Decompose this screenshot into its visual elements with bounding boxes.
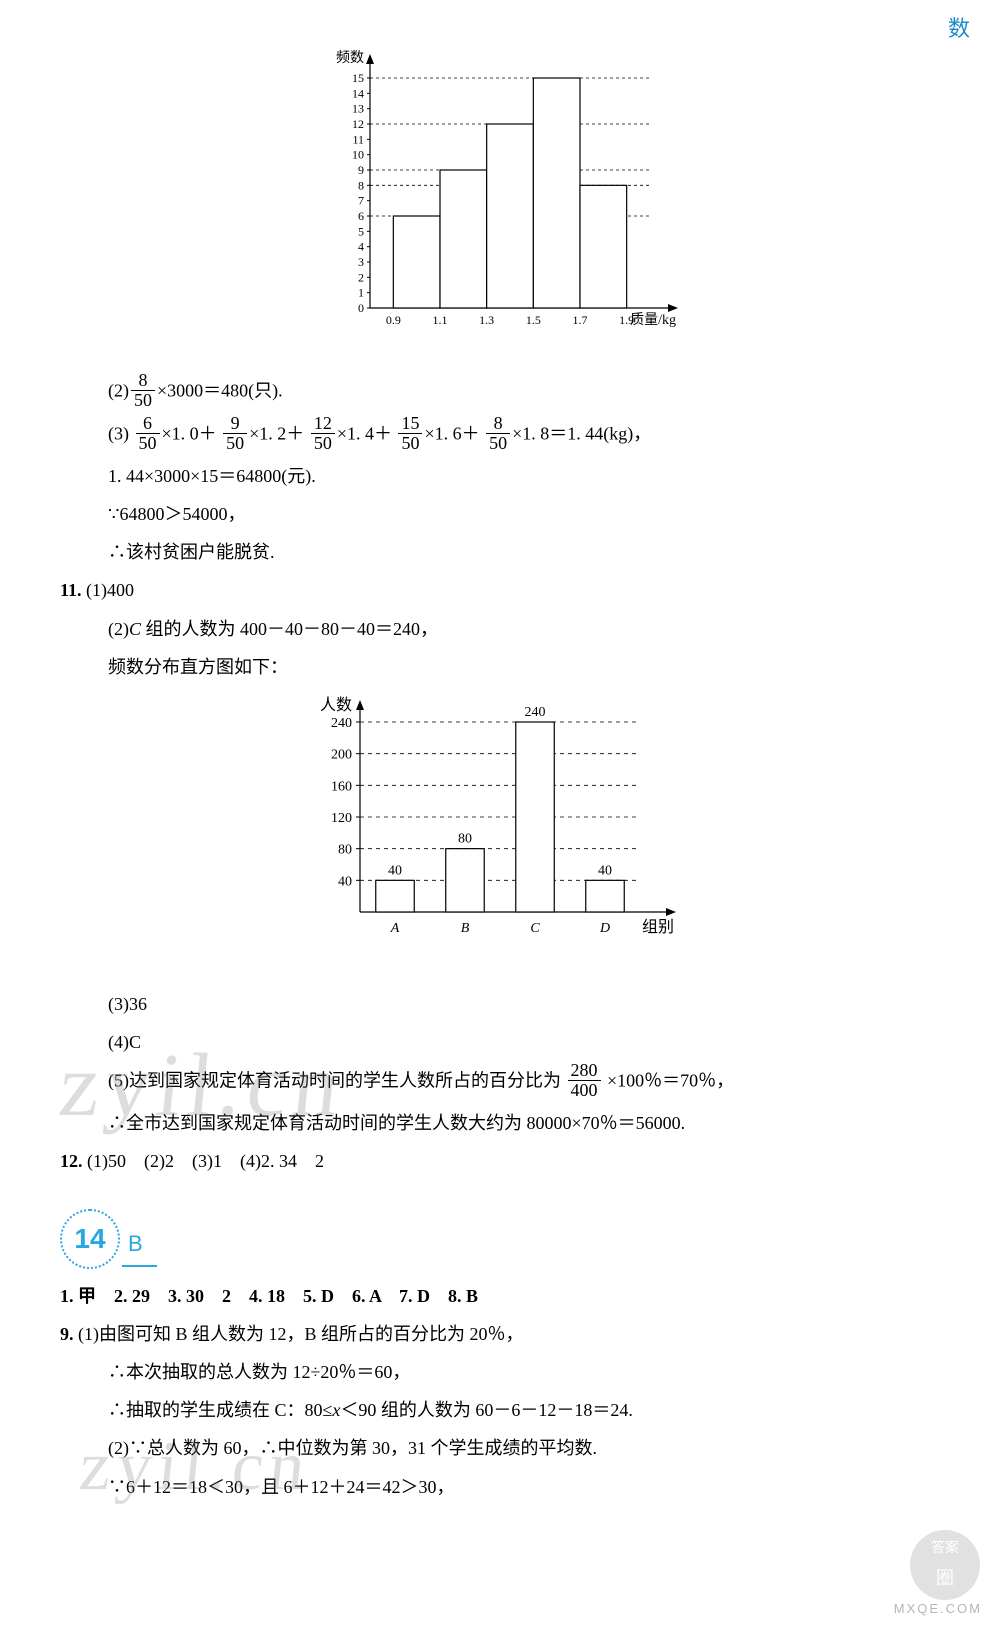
q12: 12. (1)50 (2)2 (3)1 (4)2. 34 2 [60,1144,940,1178]
text: ×1. 6＋ [424,423,479,443]
q-number: 12. [60,1151,83,1171]
svg-text:5: 5 [358,224,364,238]
svg-text:9: 9 [358,163,364,177]
chart1-svg: 01234567891011121314150.91.11.31.51.71.9… [320,48,680,348]
text: ∴抽取的学生成绩在 C：80≤ [108,1400,332,1420]
text: (5)达到国家规定体育活动时间的学生人数所占的百分比为 [108,1071,561,1091]
svg-text:40: 40 [338,874,352,889]
svg-text:40: 40 [388,863,402,878]
q11-part5-line1: (5)达到国家规定体育活动时间的学生人数所占的百分比为 280400 ×100％… [60,1063,940,1102]
q11-part1: (1)400 [86,580,134,600]
text: ×1. 8＝1. 44(kg)， [512,423,651,443]
q12-body: (1)50 (2)2 (3)1 (4)2. 34 2 [87,1151,324,1171]
svg-text:13: 13 [352,102,364,116]
q10-part3-line4: ∴该村贫困户能脱贫. [60,535,940,569]
q11-part5-line2: ∴全市达到国家规定体育活动时间的学生人数大约为 80000×70％＝56000. [60,1106,940,1140]
badge-text: 答案 [931,1534,959,1561]
text: ＜90 组的人数为 60－6－12－18＝24. [340,1400,633,1420]
q11-part3: (3)36 [60,987,940,1021]
text: ×3000＝480(只). [157,381,283,401]
sec14-q9-l3: ∴抽取的学生成绩在 C：80≤x＜90 组的人数为 60－6－12－18＝24. [60,1393,940,1427]
label: (2) [108,619,129,639]
fraction: 280400 [568,1061,601,1100]
svg-text:1: 1 [358,286,364,300]
page-header-char: 数 [948,8,970,50]
chart2-bar: 40 80 120 160 200 240 40 A 80 B 240 C 40 D 人数组别 [60,692,940,973]
svg-text:240: 240 [331,716,352,731]
sec14-q9: 9. (1)由图可知 B 组人数为 12，B 组所占的百分比为 20％， [60,1317,940,1351]
svg-text:12: 12 [352,117,364,131]
svg-text:质量/kg: 质量/kg [630,312,676,328]
svg-text:3: 3 [358,255,364,269]
fraction: 1550 [398,414,422,453]
svg-text:4: 4 [358,240,364,254]
svg-text:10: 10 [352,148,364,162]
svg-text:6: 6 [358,209,364,223]
q11-part2: (2)C 组的人数为 400－40－80－40＝240， [60,612,940,646]
sec14-q9-l4: (2)∵总人数为 60，∴中位数为第 30，31 个学生成绩的平均数. [60,1431,940,1465]
chart1-histogram: 01234567891011121314150.91.11.31.51.71.9… [60,48,940,359]
q10-part3-line3: ∵64800＞54000， [60,497,940,531]
svg-text:80: 80 [458,832,472,847]
fraction: 850 [131,371,155,410]
svg-text:2: 2 [358,270,364,284]
svg-text:8: 8 [358,178,364,192]
text: 组的人数为 400－40－80－40＝240， [141,619,438,639]
svg-text:1.7: 1.7 [573,313,588,327]
svg-text:0.9: 0.9 [386,313,401,327]
badge-number: 14 [60,1209,120,1269]
svg-text:C: C [530,921,540,936]
svg-text:组别: 组别 [642,918,674,936]
q10-part3-line2: 1. 44×3000×15＝64800(元). [60,459,940,493]
svg-text:B: B [461,921,470,936]
svg-text:D: D [599,921,610,936]
q11: 11. (1)400 [60,573,940,607]
fraction: 850 [486,414,510,453]
svg-text:人数: 人数 [320,696,352,714]
q10-part2: (2)850×3000＝480(只). [60,373,940,412]
svg-text:200: 200 [331,748,352,763]
svg-text:0: 0 [358,301,364,315]
fraction: 1250 [311,414,335,453]
svg-text:120: 120 [331,811,352,826]
q10-part3-line1: (3) 650×1. 0＋ 950×1. 2＋ 1250×1. 4＋ 1550×… [60,416,940,455]
chart2-svg: 40 80 120 160 200 240 40 A 80 B 240 C 40 D 人数组别 [300,692,700,962]
corner-badge: 答案 圈 [910,1530,980,1600]
svg-text:1.1: 1.1 [433,313,448,327]
svg-text:A: A [390,921,400,936]
badge-letter: B [122,1223,157,1267]
q-number: 11. [60,580,82,600]
svg-text:11: 11 [352,132,364,146]
svg-text:1.3: 1.3 [479,313,494,327]
text: ×1. 0＋ [162,423,217,443]
svg-text:40: 40 [598,863,612,878]
badge-text: 圈 [936,1561,954,1595]
text: ×100％＝70％， [607,1071,734,1091]
fraction: 650 [136,414,160,453]
sec14-q9-l2: ∴本次抽取的总人数为 12÷20％＝60， [60,1355,940,1389]
label: (2) [108,381,129,401]
fraction: 950 [223,414,247,453]
q-number: 9. [60,1324,74,1344]
label: (3) [108,423,129,443]
svg-text:240: 240 [525,705,546,720]
text: ×1. 4＋ [337,423,392,443]
italic-var: C [129,619,141,639]
svg-text:频数: 频数 [336,50,364,66]
section-14-badge: 14 B [60,1209,120,1269]
corner-url: MXQE.COM [894,1597,982,1622]
svg-text:14: 14 [352,86,364,100]
svg-text:160: 160 [331,779,352,794]
q11-part4: (4)C [60,1025,940,1059]
text: (1)由图可知 B 组人数为 12，B 组所占的百分比为 20％， [78,1324,524,1344]
text: ×1. 2＋ [249,423,304,443]
svg-text:1.5: 1.5 [526,313,541,327]
q11-hist-caption: 频数分布直方图如下： [60,650,940,684]
svg-text:80: 80 [338,843,352,858]
sec14-q9-l5: ∵6＋12＝18＜30，且 6＋12＋24＝42＞30， [60,1470,940,1504]
sec14-line1: 1. 甲 2. 29 3. 30 2 4. 18 5. D 6. A 7. D … [60,1279,940,1313]
svg-text:7: 7 [358,194,364,208]
svg-text:15: 15 [352,71,364,85]
